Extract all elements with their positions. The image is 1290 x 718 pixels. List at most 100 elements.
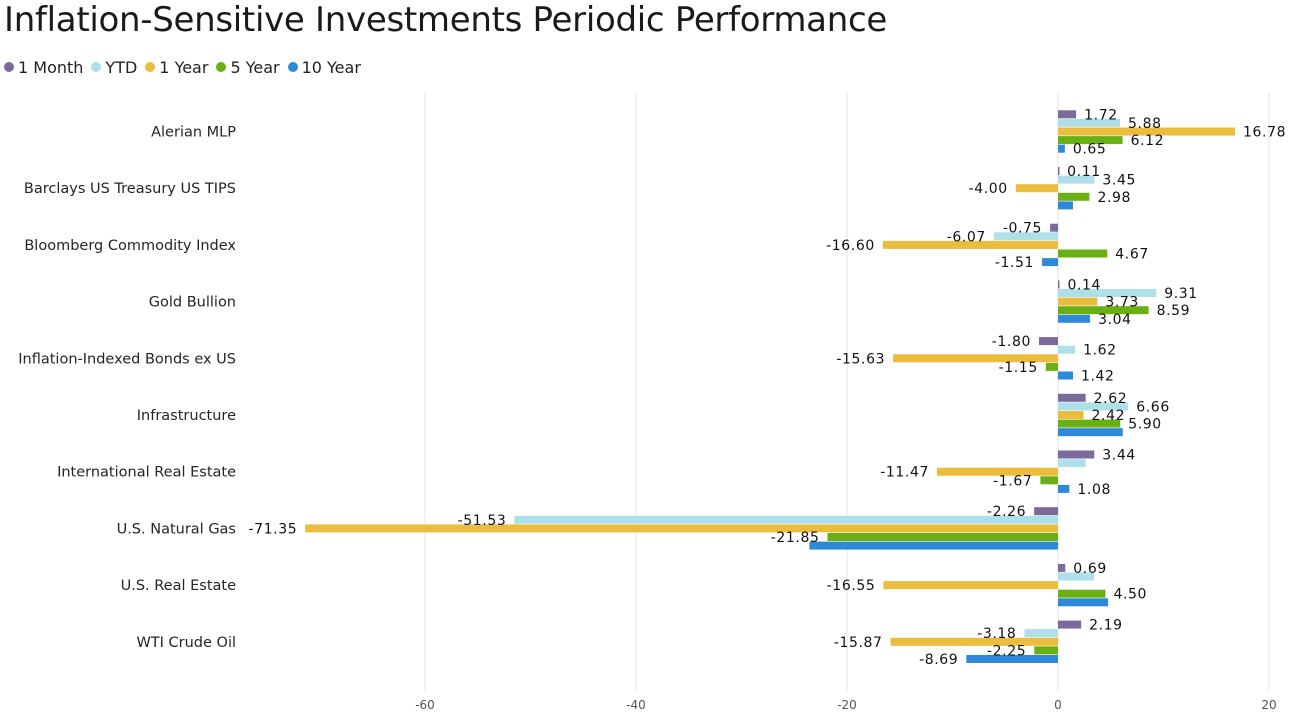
bar-ytd[interactable] xyxy=(1058,402,1129,411)
data-label: 1.62 xyxy=(1083,343,1117,359)
bar-10-year[interactable] xyxy=(966,655,1058,663)
category-label: Alerian MLP xyxy=(151,125,236,141)
bar-1-month[interactable] xyxy=(1039,337,1058,346)
x-tick-label: -20 xyxy=(837,698,857,712)
category-label: Infrastructure xyxy=(137,408,236,424)
data-label: -1.67 xyxy=(993,473,1032,489)
data-label: 2.62 xyxy=(1094,391,1128,407)
bar-5-year[interactable] xyxy=(1058,249,1108,258)
bar-ytd[interactable] xyxy=(1058,572,1095,581)
bar-5-year[interactable] xyxy=(827,533,1058,541)
bar-ytd[interactable] xyxy=(1058,459,1086,468)
bar-10-year[interactable] xyxy=(809,541,1058,550)
bar-1-year[interactable] xyxy=(305,524,1058,533)
bar-1-year[interactable] xyxy=(882,240,1058,249)
bar-5-year[interactable] xyxy=(1058,136,1123,145)
legend-item-5-year[interactable]: 5 Year xyxy=(216,57,280,77)
bar-1-month[interactable] xyxy=(1058,393,1086,402)
bar-10-year[interactable] xyxy=(1058,314,1091,323)
legend-item-1-month[interactable]: 1 Month xyxy=(4,58,83,77)
legend-label: 5 Year xyxy=(230,57,280,77)
legend-label: 1 Year xyxy=(159,57,209,77)
data-label: 3.73 xyxy=(1105,295,1139,311)
legend-marker xyxy=(287,62,298,72)
category-label: WTI Crude Oil xyxy=(136,635,236,651)
data-label: 1.72 xyxy=(1084,107,1118,123)
bar-1-year[interactable] xyxy=(1058,127,1236,136)
category-label: International Real Estate xyxy=(57,465,236,481)
bar-1-month[interactable] xyxy=(1034,507,1058,516)
bar-10-year[interactable] xyxy=(1058,144,1065,153)
bar-ytd[interactable] xyxy=(1058,289,1157,297)
bar-ytd[interactable] xyxy=(1058,175,1095,184)
bar-10-year[interactable] xyxy=(1058,371,1073,380)
bar-ytd[interactable] xyxy=(1058,118,1121,127)
legend-marker xyxy=(145,62,156,72)
data-label: 3.45 xyxy=(1102,173,1136,189)
bar-5-year[interactable] xyxy=(1058,192,1090,201)
data-label: 0.65 xyxy=(1073,142,1107,158)
bar-5-year[interactable] xyxy=(1058,306,1149,315)
data-label: -0.75 xyxy=(1003,221,1042,237)
bar-ytd[interactable] xyxy=(514,515,1058,524)
data-label: 0.69 xyxy=(1073,561,1107,577)
bar-1-month[interactable] xyxy=(1058,620,1082,629)
data-label: 16.78 xyxy=(1243,125,1286,141)
bar-5-year[interactable] xyxy=(1034,646,1058,655)
bar-10-year[interactable] xyxy=(1058,484,1070,493)
bar-10-year[interactable] xyxy=(1058,598,1109,607)
bar-10-year[interactable] xyxy=(1042,258,1058,267)
data-label: 2.42 xyxy=(1092,408,1126,424)
data-label: -15.87 xyxy=(834,635,883,651)
data-label: -8.69 xyxy=(919,652,958,668)
bar-1-month[interactable] xyxy=(1050,223,1058,232)
data-label: -11.47 xyxy=(880,465,929,481)
bar-1-year[interactable] xyxy=(1058,411,1084,419)
data-label: 4.50 xyxy=(1113,587,1147,603)
bar-1-year[interactable] xyxy=(890,637,1058,646)
data-label: 6.66 xyxy=(1136,399,1170,415)
x-tick-label: -40 xyxy=(626,698,646,712)
bar-ytd[interactable] xyxy=(993,232,1058,241)
bar-1-year[interactable] xyxy=(883,581,1058,590)
data-label: 2.19 xyxy=(1089,618,1123,634)
data-label: 4.67 xyxy=(1115,247,1149,263)
legend-item-1-year[interactable]: 1 Year xyxy=(145,58,208,77)
legend-item-ytd[interactable]: YTD xyxy=(91,58,137,77)
legend-marker xyxy=(216,62,227,72)
data-label: -4.00 xyxy=(969,181,1008,197)
data-label: -6.07 xyxy=(947,229,986,245)
legend-label: YTD xyxy=(105,57,138,77)
data-label: -15.63 xyxy=(836,351,885,367)
x-tick-label: -60 xyxy=(415,698,435,712)
bar-5-year[interactable] xyxy=(1045,362,1058,371)
bar-1-year[interactable] xyxy=(936,467,1058,476)
data-label: -2.25 xyxy=(987,643,1026,659)
bar-ytd[interactable] xyxy=(1024,629,1058,638)
bar-10-year[interactable] xyxy=(1058,201,1073,210)
category-label: Gold Bullion xyxy=(149,295,236,311)
bar-1-year[interactable] xyxy=(1015,184,1058,193)
data-label: 8.59 xyxy=(1157,303,1191,319)
category-label: Inflation-Indexed Bonds ex US xyxy=(18,351,236,367)
bar-10-year[interactable] xyxy=(1058,428,1123,437)
data-label: 2.98 xyxy=(1097,190,1131,206)
bar-ytd[interactable] xyxy=(1058,345,1076,354)
data-label: -1.15 xyxy=(999,360,1038,376)
bar-1-month[interactable] xyxy=(1058,450,1095,459)
bar-5-year[interactable] xyxy=(1058,419,1121,428)
bar-1-month[interactable] xyxy=(1058,280,1060,289)
data-label: -16.60 xyxy=(826,238,875,254)
bar-1-month[interactable] xyxy=(1058,110,1077,119)
legend-item-10-year[interactable]: 10 Year xyxy=(287,58,361,77)
bar-1-month[interactable] xyxy=(1058,563,1066,572)
bar-5-year[interactable] xyxy=(1040,476,1058,485)
legend-marker xyxy=(4,62,14,72)
bar-5-year[interactable] xyxy=(1058,589,1106,598)
bar-1-year[interactable] xyxy=(893,354,1058,363)
bar-1-month[interactable] xyxy=(1058,167,1060,175)
legend-marker xyxy=(91,62,102,72)
bar-1-year[interactable] xyxy=(1058,297,1098,306)
